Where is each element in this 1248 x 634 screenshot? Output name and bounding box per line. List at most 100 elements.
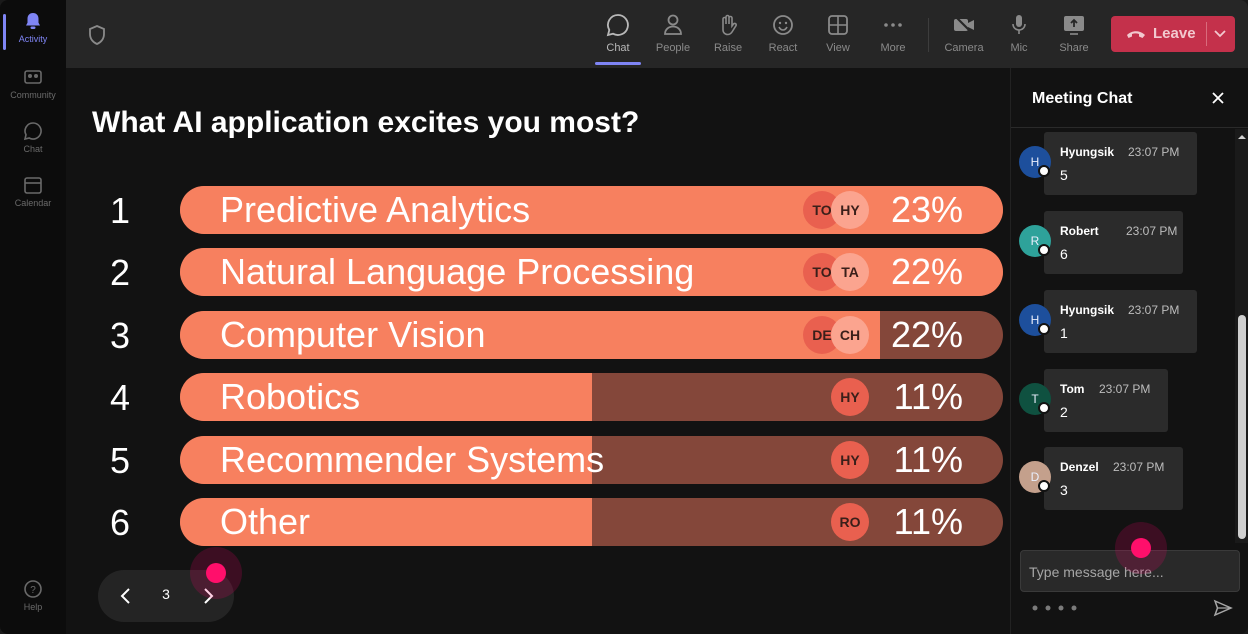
option-rank: 4 <box>109 377 131 418</box>
message-author: Hyungsik <box>1060 145 1115 159</box>
shield-icon[interactable] <box>86 24 108 46</box>
avatar-initial: R <box>1030 234 1040 248</box>
chevron-left-icon[interactable] <box>116 586 136 606</box>
chat-message[interactable]: Denzel 23:07 PM 3 <box>1044 447 1183 510</box>
message-avatar[interactable]: R <box>1019 225 1051 257</box>
chat-button[interactable]: Chat <box>593 10 643 65</box>
rail-label-activity: Activity <box>18 34 48 44</box>
poll-option-row[interactable]: 3 Computer Vision DE CH 22% <box>66 311 1010 359</box>
message-compose-box[interactable] <box>1020 550 1240 592</box>
smiley-icon <box>773 15 793 35</box>
poll-option-row[interactable]: 5 Recommender Systems HY 11% <box>66 436 1010 484</box>
poll-option-row[interactable]: 4 Robotics HY 11% <box>66 373 1010 421</box>
chat-button-label: Chat <box>606 42 630 54</box>
help-icon: ? <box>24 580 42 598</box>
avatar-initial: D <box>1030 470 1040 484</box>
meeting-chat-panel: Meeting Chat Hyungsik 23:07 PM 5 H Robert 23:… <box>1010 68 1248 634</box>
message-author: Robert <box>1060 224 1099 238</box>
format-tools-icon[interactable] <box>1031 602 1091 614</box>
chat-message-list[interactable]: Hyungsik 23:07 PM 5 H Robert 23:07 PM 6 R Hyungs… <box>1011 129 1235 543</box>
option-rank: 3 <box>109 315 131 356</box>
voter-avatar[interactable]: HY <box>831 378 869 416</box>
option-label: Robotics <box>220 376 361 417</box>
share-button[interactable]: Share <box>1049 10 1099 60</box>
message-author: Hyungsik <box>1060 303 1115 317</box>
leave-button[interactable]: Leave <box>1111 16 1235 52</box>
option-result-bar: Recommender Systems HY 11% <box>180 436 1003 484</box>
message-input[interactable] <box>1029 561 1229 583</box>
rail-item-calendar[interactable]: Calendar <box>0 174 66 208</box>
option-label: Other <box>220 501 311 542</box>
message-time: 23:07 PM <box>1128 145 1180 159</box>
chat-message[interactable]: Hyungsik 23:07 PM 5 <box>1044 132 1197 195</box>
chevron-down-icon[interactable] <box>1211 26 1229 42</box>
option-result-bar: Predictive Analytics TO HY 23% <box>180 186 1003 234</box>
pointer-highlight-chat <box>1115 522 1167 574</box>
poll-option-row[interactable]: 1 Predictive Analytics TO HY 23% <box>66 186 1010 234</box>
option-rank: 2 <box>109 252 131 293</box>
message-avatar[interactable]: T <box>1019 383 1051 415</box>
chat-message[interactable]: Robert 23:07 PM 6 <box>1044 211 1183 274</box>
scroll-down-arrow-icon[interactable] <box>1238 531 1246 539</box>
poll-option-row[interactable]: 6 Other RO 11% <box>66 498 1010 546</box>
message-avatar[interactable]: H <box>1019 304 1051 336</box>
option-result-fill <box>180 436 592 484</box>
presence-status-icon <box>1038 244 1050 256</box>
voter-avatar[interactable]: RO <box>831 503 869 541</box>
rail-item-help[interactable]: ? Help <box>0 578 66 612</box>
option-percent: 11% <box>893 439 963 480</box>
raise-hand-button[interactable]: Raise <box>703 10 753 60</box>
option-result-bar: Robotics HY 11% <box>180 373 1003 421</box>
send-icon[interactable] <box>1213 598 1233 618</box>
voter-avatar[interactable]: HY <box>831 191 869 229</box>
message-time: 23:07 PM <box>1113 460 1165 474</box>
camera-button[interactable]: Camera <box>939 10 989 60</box>
message-text: 3 <box>1060 482 1068 498</box>
chat-message[interactable]: Hyungsik 23:07 PM 1 <box>1044 290 1197 353</box>
voter-avatar[interactable]: TA <box>831 253 869 291</box>
rail-item-chat[interactable]: Chat <box>0 120 66 154</box>
rail-label-help: Help <box>23 602 43 612</box>
message-text: 1 <box>1060 325 1068 341</box>
message-author: Denzel <box>1060 460 1099 474</box>
view-button[interactable]: View <box>813 10 863 60</box>
message-avatar[interactable]: D <box>1019 461 1051 493</box>
rail-item-activity[interactable]: Activity <box>0 10 66 50</box>
scrollbar-thumb[interactable] <box>1238 315 1246 539</box>
option-percent: 22% <box>890 314 963 355</box>
message-text: 6 <box>1060 246 1068 262</box>
message-time: 23:07 PM <box>1099 382 1151 396</box>
option-rank: 6 <box>109 502 131 543</box>
more-button[interactable]: More <box>868 10 918 60</box>
hang-up-icon <box>1127 31 1145 38</box>
react-button[interactable]: React <box>758 10 808 60</box>
community-icon <box>24 70 42 84</box>
option-label: Recommender Systems <box>220 439 605 480</box>
message-text: 5 <box>1060 167 1068 183</box>
option-label: Computer Vision <box>220 314 486 355</box>
message-time: 23:07 PM <box>1128 303 1180 317</box>
close-icon[interactable] <box>1209 89 1227 107</box>
hand-icon <box>722 14 737 36</box>
mic-button[interactable]: Mic <box>994 10 1044 60</box>
people-button[interactable]: People <box>648 10 698 60</box>
raise-button-label: Raise <box>713 42 743 54</box>
pointer-highlight <box>190 547 242 599</box>
poll-option-row[interactable]: 2 Natural Language Processing TO TA 22% <box>66 248 1010 296</box>
voter-avatar[interactable]: HY <box>831 441 869 479</box>
rail-label-community: Community <box>10 90 56 100</box>
scroll-up-arrow-icon[interactable] <box>1238 133 1246 141</box>
meeting-toolbar: Chat People Raise React View More Camera <box>66 0 1248 68</box>
chevron-right-icon[interactable] <box>198 586 218 606</box>
presence-status-icon <box>1038 323 1050 335</box>
message-author: Tom <box>1060 382 1085 396</box>
leave-divider <box>1206 22 1207 46</box>
voter-avatar[interactable]: CH <box>831 316 869 354</box>
rail-item-community[interactable]: Community <box>0 66 66 100</box>
chat-message[interactable]: Tom 23:07 PM 2 <box>1044 369 1168 432</box>
chat-scrollbar[interactable] <box>1235 129 1248 543</box>
avatar-initial: H <box>1030 313 1040 327</box>
chat-icon <box>23 122 42 141</box>
message-avatar[interactable]: H <box>1019 146 1051 178</box>
option-percent: 11% <box>893 501 963 542</box>
